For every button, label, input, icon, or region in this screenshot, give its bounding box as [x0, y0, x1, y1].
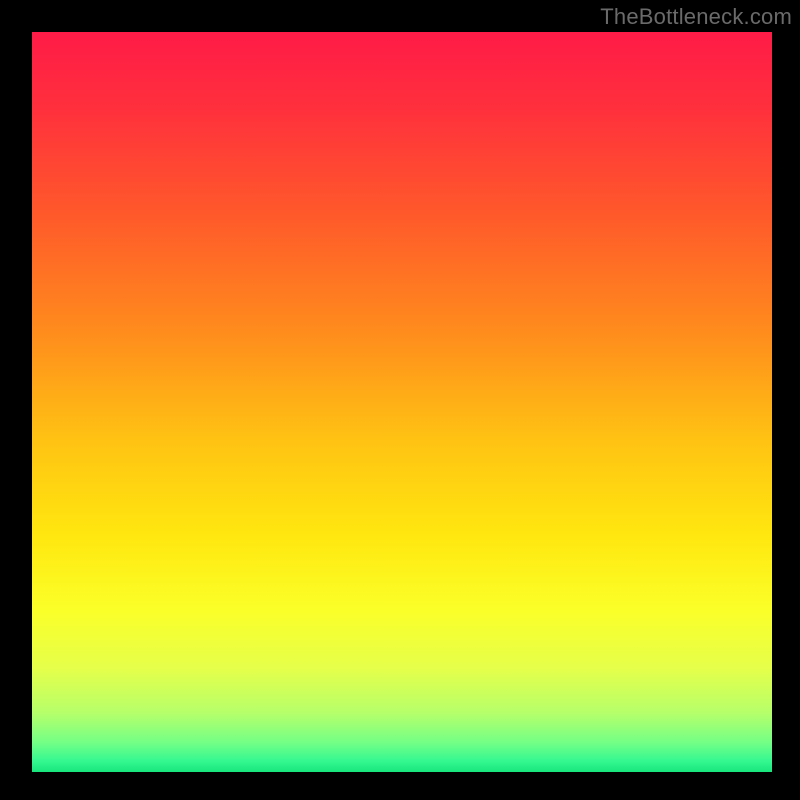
plot-area [32, 32, 772, 772]
gradient-background [32, 32, 772, 772]
chart-stage: TheBottleneck.com [0, 0, 800, 800]
watermark-text: TheBottleneck.com [600, 4, 792, 30]
